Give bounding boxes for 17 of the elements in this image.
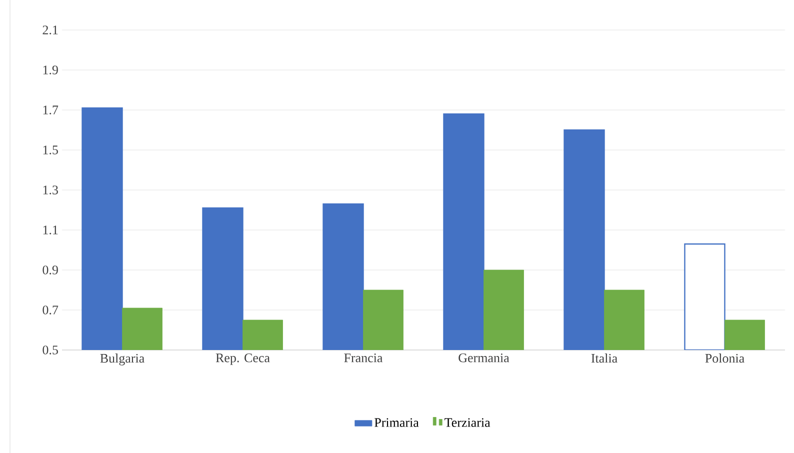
x-tick-label: Germania (458, 354, 510, 362)
y-tick-label: 1.5 (43, 146, 58, 154)
x-tick-label: Polonia (705, 354, 744, 363)
y-tick-label: 0.5 (42, 346, 58, 354)
legend-label: Terziaria (444, 418, 490, 427)
x-tick-label: Francia (344, 354, 383, 362)
y-tick-label: 1.9 (43, 66, 58, 74)
y-tick-label: 0.7 (42, 306, 58, 314)
legend-label: Primaria (374, 418, 419, 427)
x-tick-label: Italia (591, 354, 618, 363)
y-tick-label: 1.3 (43, 186, 58, 194)
y-tick-label: 0.9 (42, 266, 58, 274)
x-tick-label: Bulgaria (100, 354, 144, 366)
y-tick-label: 1.7 (43, 106, 58, 114)
x-tick-label: Rep. Ceca (216, 354, 270, 365)
y-tick-label: 1.1 (43, 226, 58, 234)
y-tick-label: 2.1 (42, 26, 58, 34)
